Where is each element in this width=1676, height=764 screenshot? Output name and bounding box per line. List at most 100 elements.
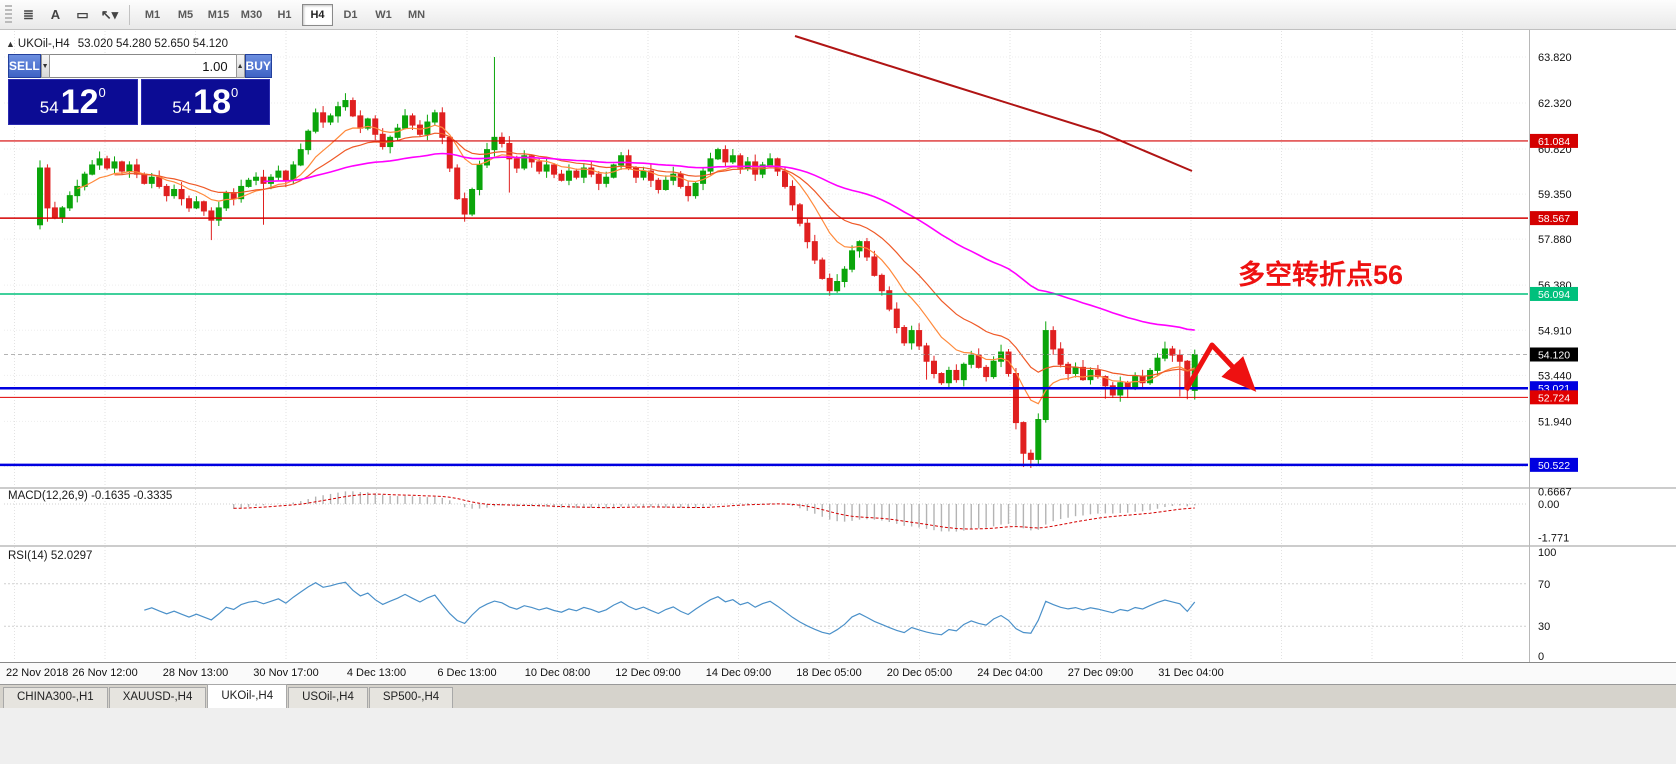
text-icon[interactable]: A xyxy=(43,4,68,26)
ma-60-line xyxy=(263,152,1195,331)
macd-label: MACD(12,26,9) -0.1635 -0.3335 xyxy=(8,490,173,502)
annotations: 多空转折点56 xyxy=(1183,259,1403,392)
sell-price-point: 0 xyxy=(98,85,106,100)
arrows-icon[interactable]: ↖▾ xyxy=(97,4,122,26)
timeframe-button-m1[interactable]: M1 xyxy=(137,4,168,26)
svg-text:52.724: 52.724 xyxy=(1538,392,1570,404)
tab-sp500-h4[interactable]: SP500-,H4 xyxy=(368,687,454,708)
toolbar-grip[interactable] xyxy=(5,4,12,25)
timeframe-button-mn[interactable]: MN xyxy=(401,4,432,26)
timeframe-button-m15[interactable]: M15 xyxy=(203,4,234,26)
time-label: 6 Dec 13:00 xyxy=(437,667,497,679)
toolbar: ≣ A ▭ ↖▾ M1 M5 M15 M30 H1 H4 D1 W1 MN xyxy=(0,0,1676,30)
chart-tab-bar: CHINA300-,H1 XAUUSD-,H4 UKOil-,H4 USOil-,H4… xyxy=(0,684,1676,708)
rsi-label: RSI(14) 52.0297 xyxy=(8,550,93,562)
chart-title: ▲ UKOil-,H4 53.020 54.280 52.650 54.120 xyxy=(6,38,228,50)
ma-20-line xyxy=(114,132,1195,377)
buy-price-display[interactable]: 54 18 0 xyxy=(140,79,270,125)
macd-signal-line xyxy=(233,493,1195,530)
price-tag: 54.120 xyxy=(1530,347,1578,362)
time-label: 20 Dec 05:00 xyxy=(886,667,953,679)
price-tag: 58.567 xyxy=(1530,211,1578,226)
svg-text:54.120: 54.120 xyxy=(1538,349,1570,361)
time-label: 27 Dec 09:00 xyxy=(1067,667,1134,679)
time-label: 28 Nov 13:00 xyxy=(162,667,229,679)
time-label: 24 Dec 04:00 xyxy=(977,667,1043,679)
price-tag: 52.724 xyxy=(1530,390,1578,405)
volume-increase-button[interactable]: ▲ xyxy=(235,54,245,78)
time-label: 14 Dec 09:00 xyxy=(705,667,772,679)
volume-input[interactable] xyxy=(49,54,236,78)
time-label: 18 Dec 05:00 xyxy=(796,667,862,679)
price-tick-label: 63.820 xyxy=(1538,52,1572,64)
price-axis: 63.82062.32060.82059.35057.88056.38054.9… xyxy=(1529,30,1578,662)
time-label: 4 Dec 13:00 xyxy=(346,667,407,679)
tab-usoil-h4[interactable]: USOil-,H4 xyxy=(288,687,368,708)
buy-button[interactable]: BUY xyxy=(244,54,272,78)
svg-text:56.094: 56.094 xyxy=(1538,289,1570,301)
timeframe-button-d1[interactable]: D1 xyxy=(335,4,366,26)
price-tag: 61.084 xyxy=(1530,133,1578,148)
rsi-tick-label: 30 xyxy=(1538,621,1550,633)
chart-canvas[interactable]: 多空转折点5663.82062.32060.82059.35057.88056.… xyxy=(0,30,1676,662)
chart-ohlc-values: 53.020 54.280 52.650 54.120 xyxy=(77,38,228,50)
line-studies-icon[interactable]: ≣ xyxy=(16,4,41,26)
macd-pane xyxy=(4,491,1528,532)
time-label: 26 Nov 12:00 xyxy=(72,667,138,679)
text-label-icon[interactable]: ▭ xyxy=(70,4,95,26)
macd-tick-label: 0.00 xyxy=(1538,499,1559,511)
svg-text:58.567: 58.567 xyxy=(1538,213,1570,225)
toolbar-icons: ≣ A ▭ ↖▾ xyxy=(15,4,123,26)
sell-price-pips: 12 xyxy=(60,83,99,121)
buy-price-pips: 18 xyxy=(193,83,231,121)
annotation-text[interactable]: 多空转折点56 xyxy=(1238,259,1403,290)
bottom-filler xyxy=(0,708,1676,764)
timeframe-button-h1[interactable]: H1 xyxy=(269,4,300,26)
trade-panel-controls: SELL ▼ ▲ BUY xyxy=(8,54,272,78)
tab-ukoil-h4[interactable]: UKOil-,H4 xyxy=(207,684,288,708)
rsi-line xyxy=(144,581,1196,636)
timeframe-button-m5[interactable]: M5 xyxy=(170,4,201,26)
tab-xauusd-h4[interactable]: XAUUSD-,H4 xyxy=(108,687,207,708)
time-label: 31 Dec 04:00 xyxy=(1158,667,1224,679)
grid xyxy=(4,31,1528,659)
time-label: 12 Dec 09:00 xyxy=(615,667,681,679)
price-tag: 56.094 xyxy=(1530,286,1578,301)
price-tick-label: 62.320 xyxy=(1538,98,1572,110)
price-tick-label: 54.910 xyxy=(1538,325,1572,337)
volume-decrease-button[interactable]: ▼ xyxy=(40,54,50,78)
time-label: 10 Dec 08:00 xyxy=(524,667,591,679)
annotation-arrow[interactable] xyxy=(1183,342,1257,392)
macd-tick-label: 0.6667 xyxy=(1538,486,1572,498)
rsi-pane xyxy=(4,581,1528,636)
sell-button[interactable]: SELL xyxy=(8,54,41,78)
timeframe-bar: M1 M5 M15 M30 H1 H4 D1 W1 MN xyxy=(136,3,433,26)
time-axis: 22 Nov 2018 26 Nov 12:00 28 Nov 13:00 30 No… xyxy=(0,662,1676,684)
toolbar-separator xyxy=(129,4,130,25)
price-tick-label: 51.940 xyxy=(1538,416,1572,428)
trendline[interactable] xyxy=(794,35,1193,172)
rsi-tick-label: 100 xyxy=(1538,547,1556,559)
time-label: 22 Nov 2018 xyxy=(6,667,69,679)
timeframe-button-m30[interactable]: M30 xyxy=(236,4,267,26)
rsi-tick-label: 0 xyxy=(1538,651,1544,662)
timeframe-button-w1[interactable]: W1 xyxy=(368,4,399,26)
tab-china300-h1[interactable]: CHINA300-,H1 xyxy=(3,687,108,708)
rsi-tick-label: 70 xyxy=(1538,579,1550,591)
price-tick-label: 57.880 xyxy=(1538,234,1572,246)
trade-panel-prices: 54 12 0 54 18 0 xyxy=(8,79,270,125)
one-click-trade-panel: SELL ▼ ▲ BUY 54 12 0 54 18 0 xyxy=(8,54,272,125)
buy-price-point: 0 xyxy=(231,85,239,100)
svg-text:61.084: 61.084 xyxy=(1538,136,1570,148)
chart-symbol-label: UKOil-,H4 xyxy=(17,38,70,50)
time-label: 30 Nov 17:00 xyxy=(253,667,319,679)
timeframe-button-h4[interactable]: H4 xyxy=(302,3,333,26)
svg-text:50.522: 50.522 xyxy=(1538,460,1570,472)
price-tick-label: 59.350 xyxy=(1538,189,1572,201)
macd-tick-label: -1.771 xyxy=(1538,533,1569,545)
moving-averages xyxy=(77,124,1195,405)
chart-area[interactable]: 多空转折点56 63.820 62.320 60.820 59.350 57.880 56.… xyxy=(0,30,1676,662)
price-tick-label: 53.440 xyxy=(1538,370,1572,382)
sell-price-display[interactable]: 54 12 0 xyxy=(8,79,138,125)
